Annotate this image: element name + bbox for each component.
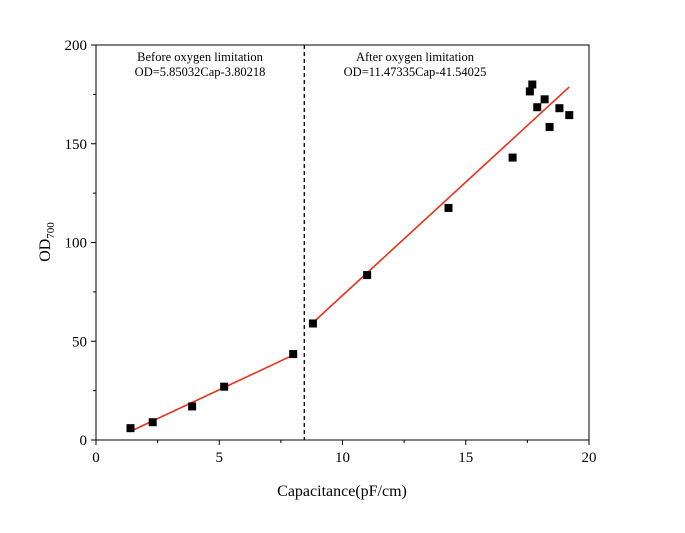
x-tick-label: 20 bbox=[582, 450, 597, 466]
data-point bbox=[289, 350, 298, 359]
data-point bbox=[533, 103, 542, 112]
x-tick-label: 15 bbox=[458, 450, 473, 466]
annotation-after-equation: OD=11.47335Cap-41.54025 bbox=[344, 65, 487, 79]
data-point bbox=[525, 87, 534, 96]
x-tick-label: 5 bbox=[216, 450, 224, 466]
y-tick-label: 200 bbox=[65, 38, 88, 54]
y-axis-title: OD700 bbox=[37, 222, 57, 262]
data-point bbox=[540, 95, 549, 104]
data-point bbox=[126, 424, 135, 433]
data-point bbox=[220, 382, 229, 391]
data-point bbox=[444, 203, 453, 212]
y-tick-label: 50 bbox=[72, 334, 87, 350]
data-point bbox=[555, 104, 564, 113]
plot-frame bbox=[95, 44, 590, 441]
x-axis-title: Capacitance(pF/cm) bbox=[277, 483, 407, 500]
y-tick-label: 150 bbox=[65, 137, 88, 153]
y-tick-label: 100 bbox=[65, 236, 88, 252]
annotation-before-equation: OD=5.85032Cap-3.80218 bbox=[135, 65, 266, 79]
data-points bbox=[126, 80, 574, 433]
x-tick-label: 10 bbox=[335, 450, 350, 466]
data-point bbox=[565, 111, 574, 120]
fit-line bbox=[312, 86, 570, 324]
data-point bbox=[308, 319, 317, 328]
y-axis-title-main: OD bbox=[37, 239, 54, 262]
y-tick-label: 0 bbox=[80, 433, 88, 449]
data-point bbox=[363, 271, 372, 280]
data-point bbox=[528, 80, 537, 89]
annotation-before-title: Before oxygen limitation bbox=[137, 50, 263, 64]
data-point bbox=[508, 153, 517, 162]
annotation-after-title: After oxygen limitation bbox=[356, 50, 475, 64]
x-tick-label: 0 bbox=[92, 450, 100, 466]
data-point bbox=[148, 418, 157, 427]
y-axis-title-subscript: 700 bbox=[45, 222, 57, 239]
fit-lines bbox=[128, 86, 570, 433]
data-point bbox=[545, 122, 554, 131]
data-point bbox=[188, 402, 197, 411]
